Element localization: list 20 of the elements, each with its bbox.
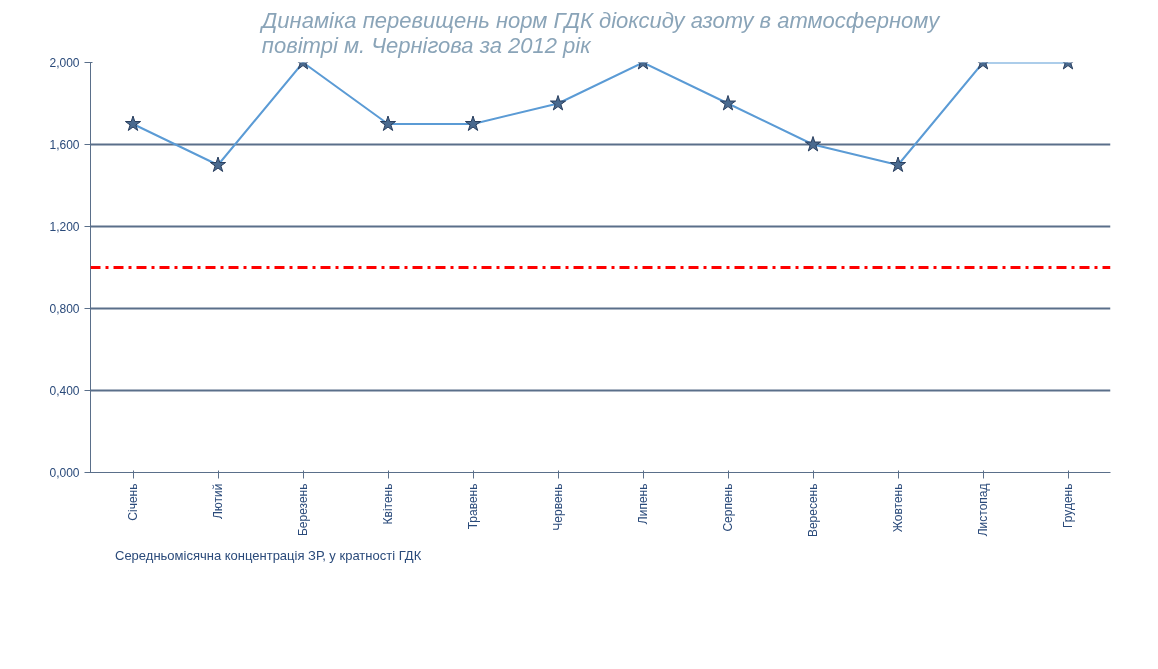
y-tick-label: 0,400 — [49, 384, 80, 398]
x-tick-label: Квітень — [381, 483, 395, 525]
x-tick-label: Червень — [551, 483, 565, 531]
x-tick-label: Вересень — [806, 483, 820, 538]
x-tick-label: Серпень — [721, 483, 735, 532]
x-tick-label: Липень — [636, 483, 650, 525]
x-tick-label: Жовтень — [891, 483, 905, 533]
y-tick-label: 2,000 — [49, 56, 80, 70]
x-tick-label: Травень — [466, 483, 480, 530]
x-tick-label: Грудень — [1061, 483, 1075, 529]
x-tick-label: Березень — [296, 483, 310, 537]
text: Середньомісячна концентрація ЗР, у кратності ГДК — [115, 547, 422, 563]
y-tick-label: 0,800 — [49, 302, 80, 316]
chart-title: Динаміка перевищень норм ГДК діоксиду азоту в атмосферному повітрі м. Чернігова за 2012 рік — [258, 7, 942, 58]
x-tick-label: Листопад — [976, 483, 990, 537]
x-tick-label: Січень — [126, 483, 140, 521]
y-tick-label: 0,000 — [49, 466, 80, 480]
x-tick-label: Лютий — [211, 483, 225, 520]
y-tick-label: 1,600 — [49, 138, 80, 152]
y-tick-label: 1,200 — [49, 220, 80, 234]
